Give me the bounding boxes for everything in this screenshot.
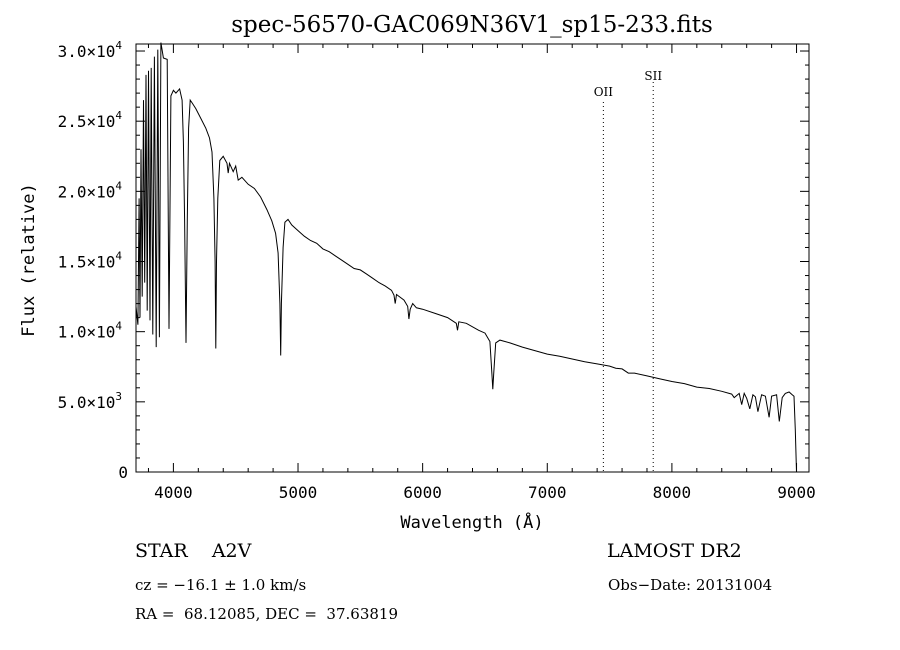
x-axis-label: Wavelength (Å) (400, 511, 543, 533)
y-tick-exponent: 4 (115, 179, 122, 192)
x-tick-label: 6000 (403, 483, 442, 502)
marker-label: SII (644, 69, 662, 83)
line-markers: OII SII (594, 69, 662, 472)
x-tick-label: 8000 (653, 483, 692, 502)
y-tick-label: 2.0×104 (58, 179, 123, 201)
y-tick-exponent: 4 (115, 109, 122, 122)
spectrum-line (135, 42, 797, 473)
y-tick-exponent: 4 (115, 250, 122, 263)
survey-name: LAMOST DR2 (607, 540, 742, 562)
y-tick-label: 1.5×104 (58, 250, 123, 272)
chart-title: spec-56570-GAC069N36V1_sp15-233.fits (231, 12, 713, 38)
x-tick-label: 4000 (154, 483, 193, 502)
x-tick-label: 5000 (279, 483, 318, 502)
y-axis-label: Flux (relative) (19, 183, 39, 337)
y-tick-label: 2.5×104 (58, 109, 123, 131)
y-tick-exponent: 3 (115, 390, 122, 403)
observation-date: Obs−Date: 20131004 (608, 576, 773, 594)
y-tick-label: 3.0×104 (58, 39, 123, 61)
plot-frame (135, 43, 810, 473)
y-tick-exponent: 4 (115, 39, 122, 52)
coordinates: RA = 68.12085, DEC = 37.63819 (135, 605, 399, 623)
redshift-cz: cz = −16.1 ± 1.0 km/s (135, 576, 307, 594)
y-axis: 0 5.0×103 1.0×104 1.5×104 2.0×104 2.5×104 3.0×… (58, 39, 809, 482)
y-tick-label: 1.0×104 (58, 320, 123, 342)
y-tick-label: 0 (118, 463, 128, 482)
x-axis: 4000 5000 6000 7000 8000 9000 (147, 44, 816, 502)
marker-label: OII (594, 85, 614, 99)
object-class: STAR A2V (135, 540, 252, 562)
y-tick-exponent: 4 (115, 320, 122, 333)
x-tick-label: 7000 (528, 483, 567, 502)
x-tick-label: 9000 (777, 483, 816, 502)
y-tick-label: 5.0×103 (58, 390, 122, 412)
